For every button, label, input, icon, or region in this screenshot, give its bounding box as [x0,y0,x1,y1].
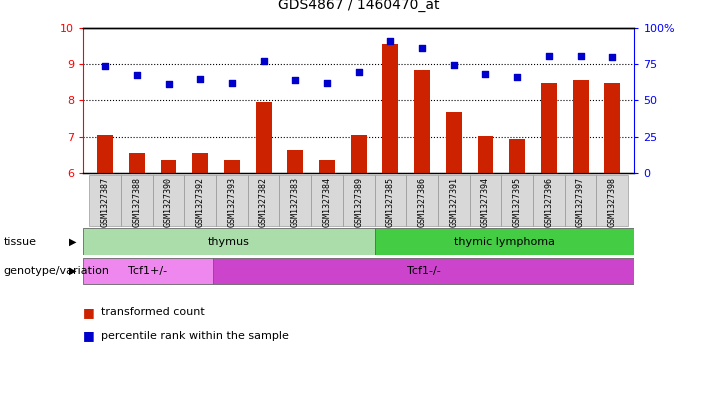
Point [226,80,238,86]
Text: GSM1327392: GSM1327392 [195,178,205,228]
Point [258,58,270,64]
Text: transformed count: transformed count [101,307,205,318]
Point [99,62,111,69]
Point [416,45,428,51]
Bar [121,175,153,226]
Point [322,80,333,86]
Bar [343,175,374,226]
Text: ■: ■ [83,306,94,319]
Text: thymus: thymus [208,237,250,247]
Bar [469,175,501,226]
Bar [311,175,343,226]
Point [511,73,523,80]
Bar [256,102,272,173]
Bar [83,228,375,255]
Bar [565,175,596,226]
Bar [351,135,366,173]
Bar [446,112,461,173]
Bar [248,175,280,226]
Text: GSM1327393: GSM1327393 [227,178,236,228]
Bar [382,44,398,173]
Text: genotype/variation: genotype/variation [4,266,110,276]
Bar [97,135,113,173]
Text: GSM1327390: GSM1327390 [164,178,173,228]
Bar [406,175,438,226]
Text: GSM1327383: GSM1327383 [291,178,300,228]
Point [448,61,459,68]
Point [290,77,301,83]
Text: GSM1327384: GSM1327384 [322,178,332,228]
Bar [83,258,213,285]
Point [575,53,586,59]
Text: ▶: ▶ [68,266,76,276]
Bar [374,175,406,226]
Bar [541,83,557,173]
Bar [193,153,208,173]
Text: ■: ■ [83,329,94,343]
Text: GSM1327387: GSM1327387 [101,178,110,228]
Text: tissue: tissue [4,237,37,247]
Bar [375,228,634,255]
Point [606,54,618,61]
Bar [216,175,248,226]
Bar [477,136,493,173]
Point [163,81,174,87]
Text: thymic lymphoma: thymic lymphoma [454,237,555,247]
Text: GSM1327396: GSM1327396 [544,178,554,228]
Bar [596,175,628,226]
Bar [161,160,177,173]
Bar [438,175,469,226]
Bar [501,175,533,226]
Text: GSM1327398: GSM1327398 [608,178,616,228]
Text: GSM1327382: GSM1327382 [259,178,268,228]
Point [353,69,365,75]
Bar [213,258,634,285]
Text: GSM1327388: GSM1327388 [133,178,141,228]
Bar [319,160,335,173]
Bar [509,140,525,173]
Point [195,76,206,82]
Text: GSM1327394: GSM1327394 [481,178,490,228]
Bar [533,175,565,226]
Bar [288,150,304,173]
Point [384,38,396,44]
Text: GSM1327391: GSM1327391 [449,178,459,228]
Text: GSM1327397: GSM1327397 [576,178,585,228]
Text: percentile rank within the sample: percentile rank within the sample [101,331,289,341]
Text: GSM1327386: GSM1327386 [417,178,427,228]
Text: GSM1327389: GSM1327389 [354,178,363,228]
Bar [153,175,185,226]
Text: GSM1327385: GSM1327385 [386,178,395,228]
Text: ▶: ▶ [68,237,76,247]
Bar [89,175,121,226]
Point [131,72,143,79]
Bar [280,175,311,226]
Text: GSM1327395: GSM1327395 [513,178,522,228]
Text: Tcf1-/-: Tcf1-/- [407,266,441,276]
Bar [572,80,588,173]
Bar [185,175,216,226]
Point [543,53,554,59]
Text: Tcf1+/-: Tcf1+/- [128,266,167,276]
Point [479,71,491,77]
Bar [224,160,240,173]
Bar [414,70,430,173]
Bar [129,153,145,173]
Text: GDS4867 / 1460470_at: GDS4867 / 1460470_at [278,0,439,12]
Bar [604,83,620,173]
